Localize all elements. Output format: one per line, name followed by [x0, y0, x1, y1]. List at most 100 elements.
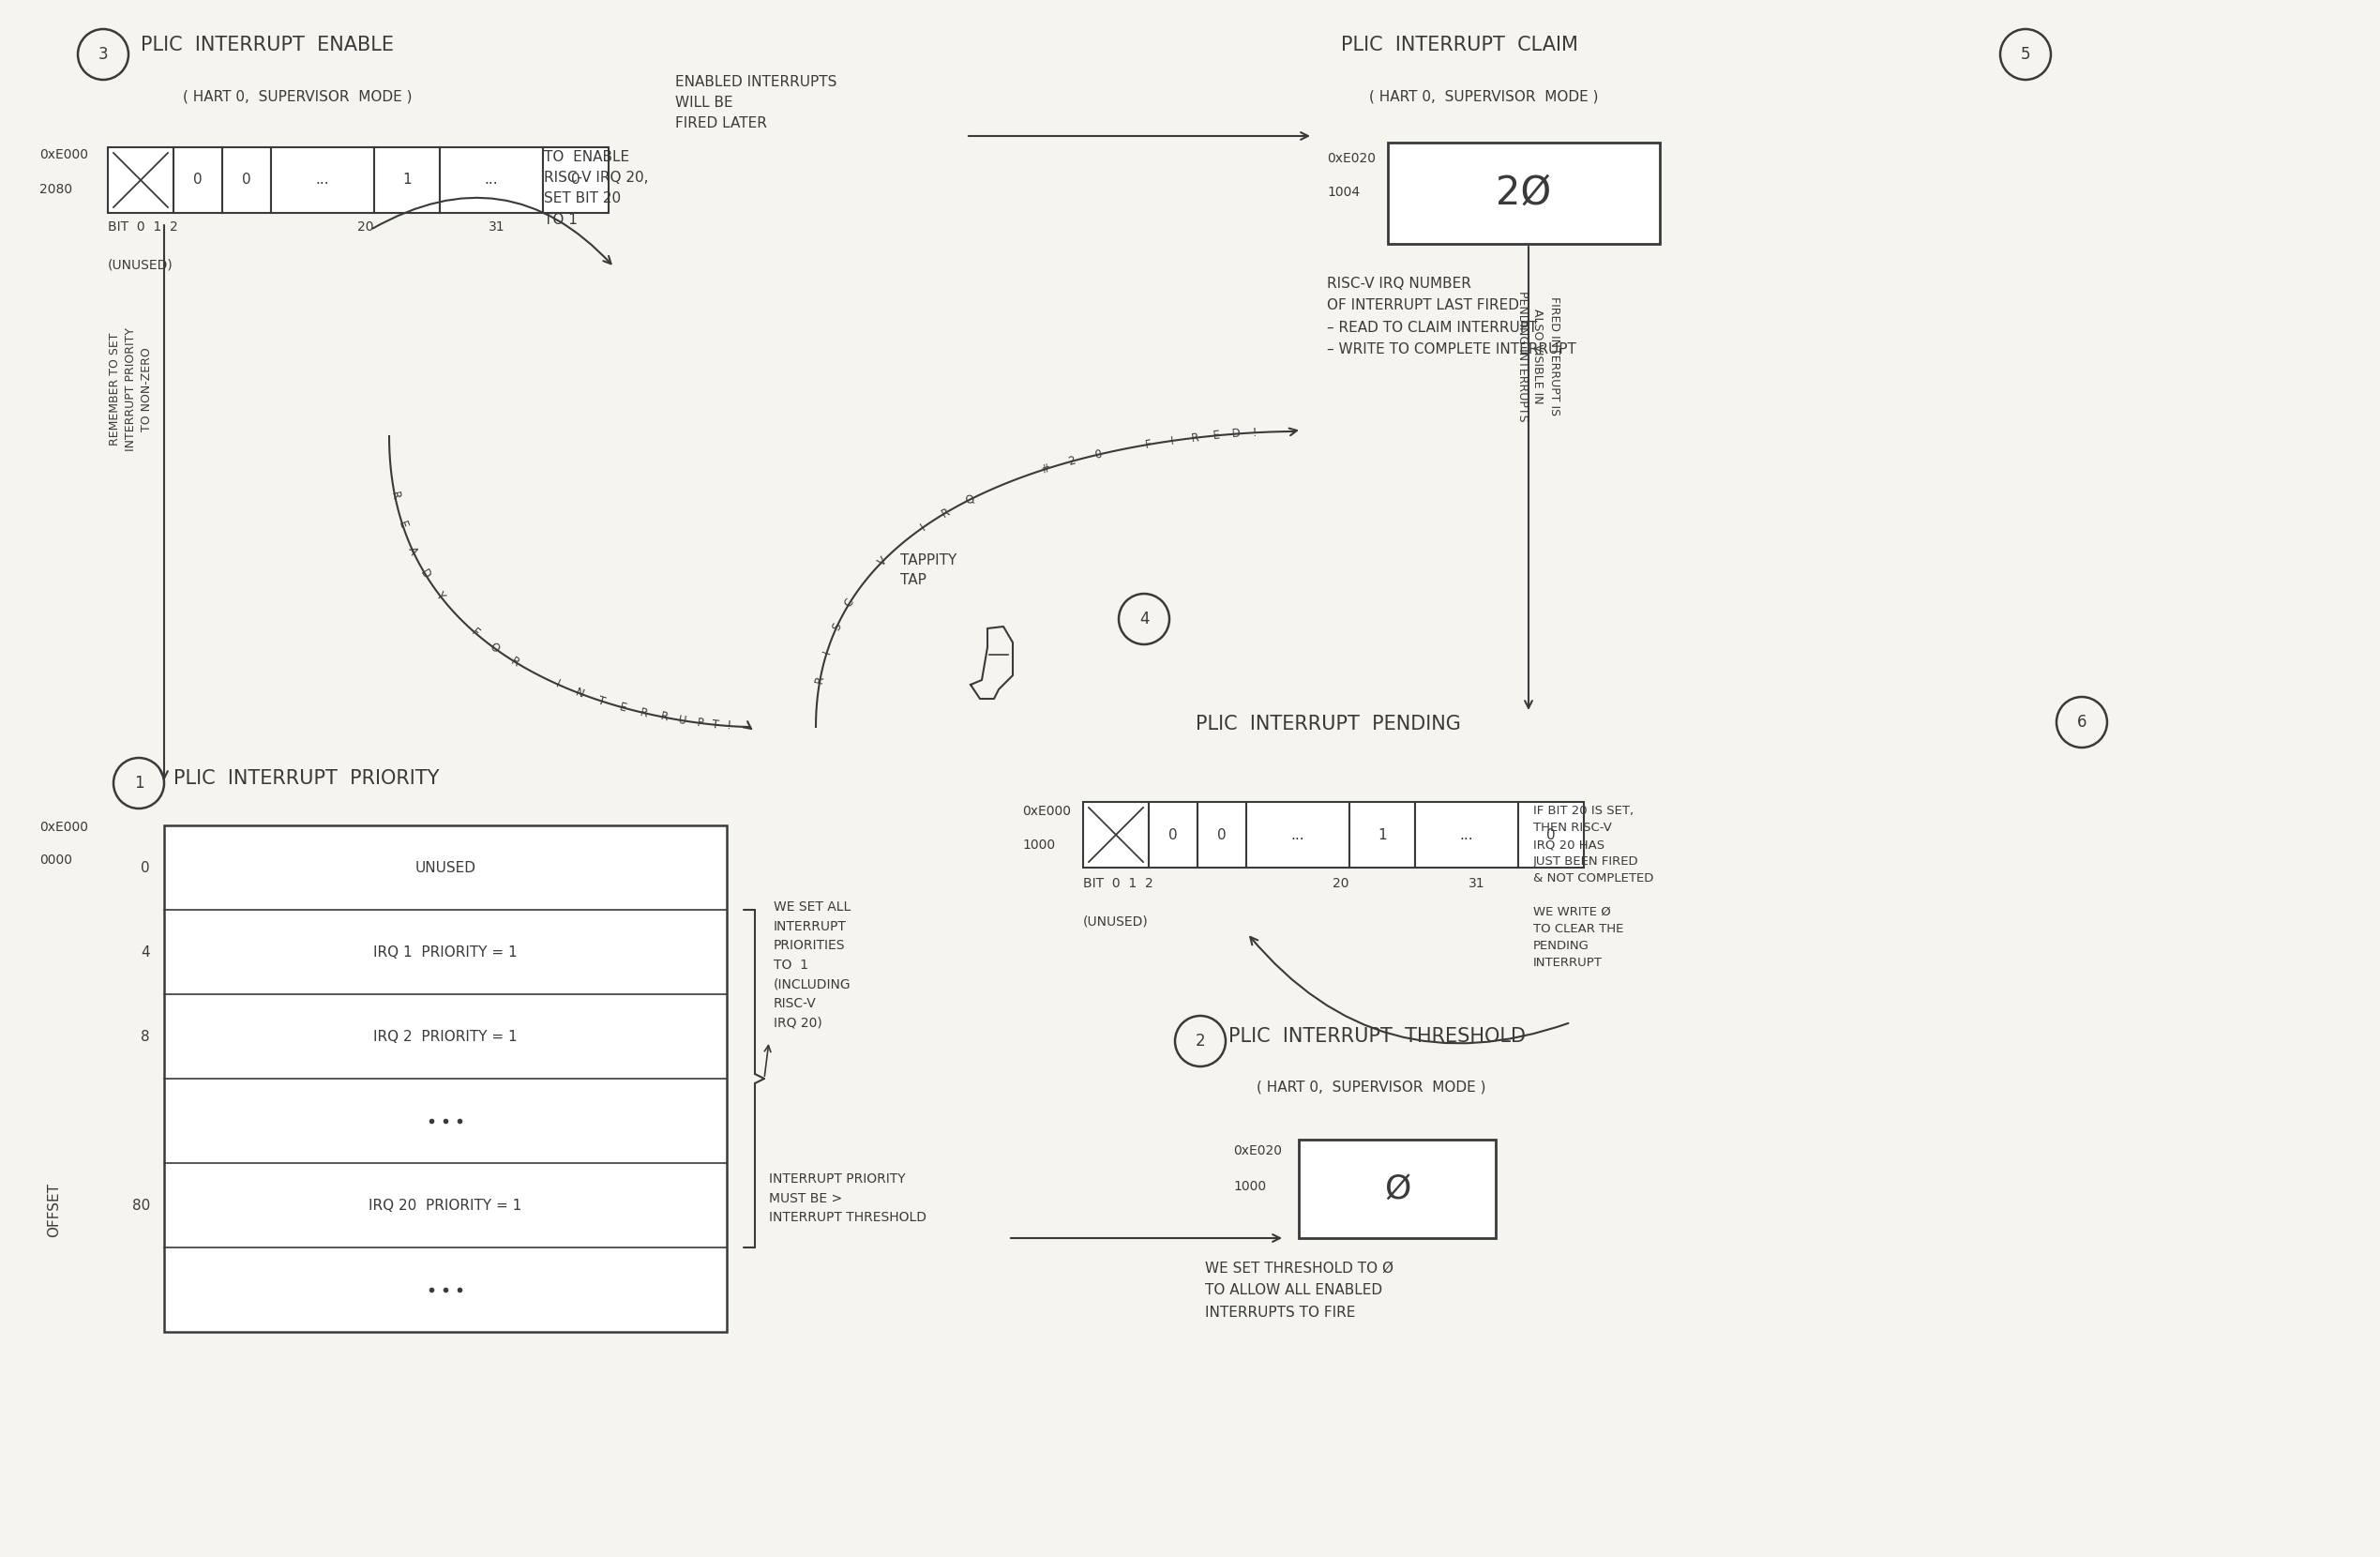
Text: UNUSED: UNUSED	[414, 861, 476, 875]
Text: 2Ø: 2Ø	[1497, 173, 1552, 213]
Text: D: D	[419, 567, 433, 581]
Text: 0: 0	[1092, 448, 1102, 461]
Text: BIT  0  1  2: BIT 0 1 2	[107, 221, 178, 234]
Text: E: E	[1211, 430, 1221, 442]
Text: R: R	[388, 490, 402, 501]
Text: 5: 5	[2021, 47, 2030, 62]
Bar	[164, 825, 726, 1331]
Text: ...: ...	[1459, 828, 1473, 842]
Text: RISC-V IRQ NUMBER
OF INTERRUPT LAST FIRED
– READ TO CLAIM INTERRUPT
– WRITE TO C: RISC-V IRQ NUMBER OF INTERRUPT LAST FIRE…	[1328, 277, 1576, 357]
Bar	[1247, 802, 1349, 867]
Bar	[107, 148, 174, 213]
Text: 0000: 0000	[40, 853, 71, 867]
Text: 1: 1	[133, 775, 143, 791]
Text: 0xE020: 0xE020	[1328, 153, 1376, 165]
Bar	[174, 148, 221, 213]
Text: BIT  0  1  2: BIT 0 1 2	[1083, 877, 1154, 891]
Text: 0: 0	[1547, 828, 1557, 842]
Text: REMEMBER TO SET
INTERRUPT PRIORITY
TO NON-ZERO: REMEMBER TO SET INTERRUPT PRIORITY TO NO…	[109, 327, 152, 452]
Text: 1004: 1004	[1328, 185, 1359, 199]
Text: S: S	[831, 621, 845, 632]
Text: 6: 6	[2078, 713, 2087, 730]
Text: 1: 1	[1378, 828, 1388, 842]
Text: PLIC  INTERRUPT  PRIORITY: PLIC INTERRUPT PRIORITY	[174, 769, 440, 788]
Text: R: R	[1190, 431, 1200, 444]
Text: 4: 4	[1140, 610, 1150, 627]
Text: D: D	[1230, 428, 1240, 441]
Text: Q: Q	[964, 492, 976, 508]
Bar	[1388, 143, 1659, 244]
Text: N: N	[574, 687, 585, 701]
Text: R: R	[814, 674, 826, 685]
Text: #: #	[1040, 462, 1052, 476]
Text: IRQ 20  PRIORITY = 1: IRQ 20 PRIORITY = 1	[369, 1199, 521, 1213]
Text: 3: 3	[98, 47, 107, 62]
Bar	[1349, 802, 1416, 867]
Text: 2080: 2080	[40, 182, 71, 196]
Text: Y: Y	[433, 589, 447, 603]
Text: INTERRUPT PRIORITY
MUST BE >
INTERRUPT THRESHOLD: INTERRUPT PRIORITY MUST BE > INTERRUPT T…	[769, 1172, 926, 1224]
Bar	[221, 148, 271, 213]
Text: R: R	[659, 710, 669, 724]
Text: WE SET THRESHOLD TO Ø
TO ALLOW ALL ENABLED
INTERRUPTS TO FIRE: WE SET THRESHOLD TO Ø TO ALLOW ALL ENABL…	[1204, 1261, 1395, 1319]
Bar	[374, 148, 440, 213]
Text: 2: 2	[1195, 1032, 1204, 1049]
Text: ( HART 0,  SUPERVISOR  MODE ): ( HART 0, SUPERVISOR MODE )	[183, 89, 412, 103]
Text: WE SET ALL
INTERRUPT
PRIORITIES
TO  1
(INCLUDING
RISC-V
IRQ 20): WE SET ALL INTERRUPT PRIORITIES TO 1 (IN…	[774, 900, 852, 1029]
Text: R: R	[509, 654, 521, 670]
Bar	[271, 148, 374, 213]
Text: A: A	[405, 545, 419, 556]
Text: 1: 1	[402, 173, 412, 187]
Text: 1000: 1000	[1021, 839, 1054, 852]
Text: IF BIT 20 IS SET,
THEN RISC-V
IRQ 20 HAS
JUST BEEN FIRED
& NOT COMPLETED

WE WRI: IF BIT 20 IS SET, THEN RISC-V IRQ 20 HAS…	[1533, 805, 1654, 968]
Text: C: C	[843, 596, 857, 609]
Text: ( HART 0,  SUPERVISOR  MODE ): ( HART 0, SUPERVISOR MODE )	[1368, 89, 1599, 103]
Text: TO  ENABLE
RISC-V IRQ 20,
SET BIT 20
TO 1: TO ENABLE RISC-V IRQ 20, SET BIT 20 TO 1	[545, 149, 647, 227]
Text: ...: ...	[486, 173, 497, 187]
Bar	[543, 148, 609, 213]
Bar	[440, 148, 543, 213]
Bar	[1299, 1140, 1495, 1238]
Text: I: I	[1171, 434, 1176, 447]
Text: O: O	[488, 640, 502, 655]
Text: 2: 2	[1066, 455, 1076, 469]
Text: T: T	[597, 694, 607, 708]
Text: 31: 31	[488, 221, 505, 234]
Text: 0: 0	[243, 173, 252, 187]
Text: I: I	[555, 679, 562, 691]
Text: F: F	[1145, 438, 1152, 452]
Text: (UNUSED): (UNUSED)	[1083, 914, 1150, 928]
Text: 0xE000: 0xE000	[40, 148, 88, 162]
Text: I: I	[919, 522, 928, 532]
Text: 20: 20	[1333, 877, 1349, 891]
Text: ...: ...	[317, 173, 328, 187]
Text: 0xE000: 0xE000	[40, 821, 88, 835]
Text: PLIC  INTERRUPT  THRESHOLD: PLIC INTERRUPT THRESHOLD	[1228, 1028, 1526, 1046]
Bar	[1083, 802, 1150, 867]
Text: 0xE000: 0xE000	[1021, 805, 1071, 817]
Text: 0: 0	[140, 861, 150, 875]
Text: -: -	[859, 576, 871, 587]
Text: R: R	[940, 506, 952, 520]
Text: 20: 20	[357, 221, 374, 234]
Text: (UNUSED): (UNUSED)	[107, 258, 174, 271]
Text: 4: 4	[140, 945, 150, 959]
Text: 1000: 1000	[1233, 1180, 1266, 1193]
Text: !: !	[1252, 427, 1257, 439]
Text: I: I	[821, 649, 833, 655]
Text: 0xE020: 0xE020	[1233, 1144, 1283, 1157]
Text: PLIC  INTERRUPT  ENABLE: PLIC INTERRUPT ENABLE	[140, 36, 393, 54]
Text: V: V	[876, 554, 890, 568]
Text: 0: 0	[571, 173, 581, 187]
Text: 0: 0	[193, 173, 202, 187]
Text: 0: 0	[1219, 828, 1226, 842]
Text: P: P	[695, 716, 704, 730]
Bar	[1416, 802, 1518, 867]
Text: U: U	[678, 715, 688, 727]
Text: E: E	[395, 518, 409, 529]
Text: !: !	[726, 719, 731, 732]
Text: ...: ...	[1290, 828, 1304, 842]
Text: R: R	[640, 707, 650, 719]
Text: 0: 0	[1169, 828, 1178, 842]
Text: ENABLED INTERRUPTS
WILL BE
FIRED LATER: ENABLED INTERRUPTS WILL BE FIRED LATER	[676, 75, 838, 131]
